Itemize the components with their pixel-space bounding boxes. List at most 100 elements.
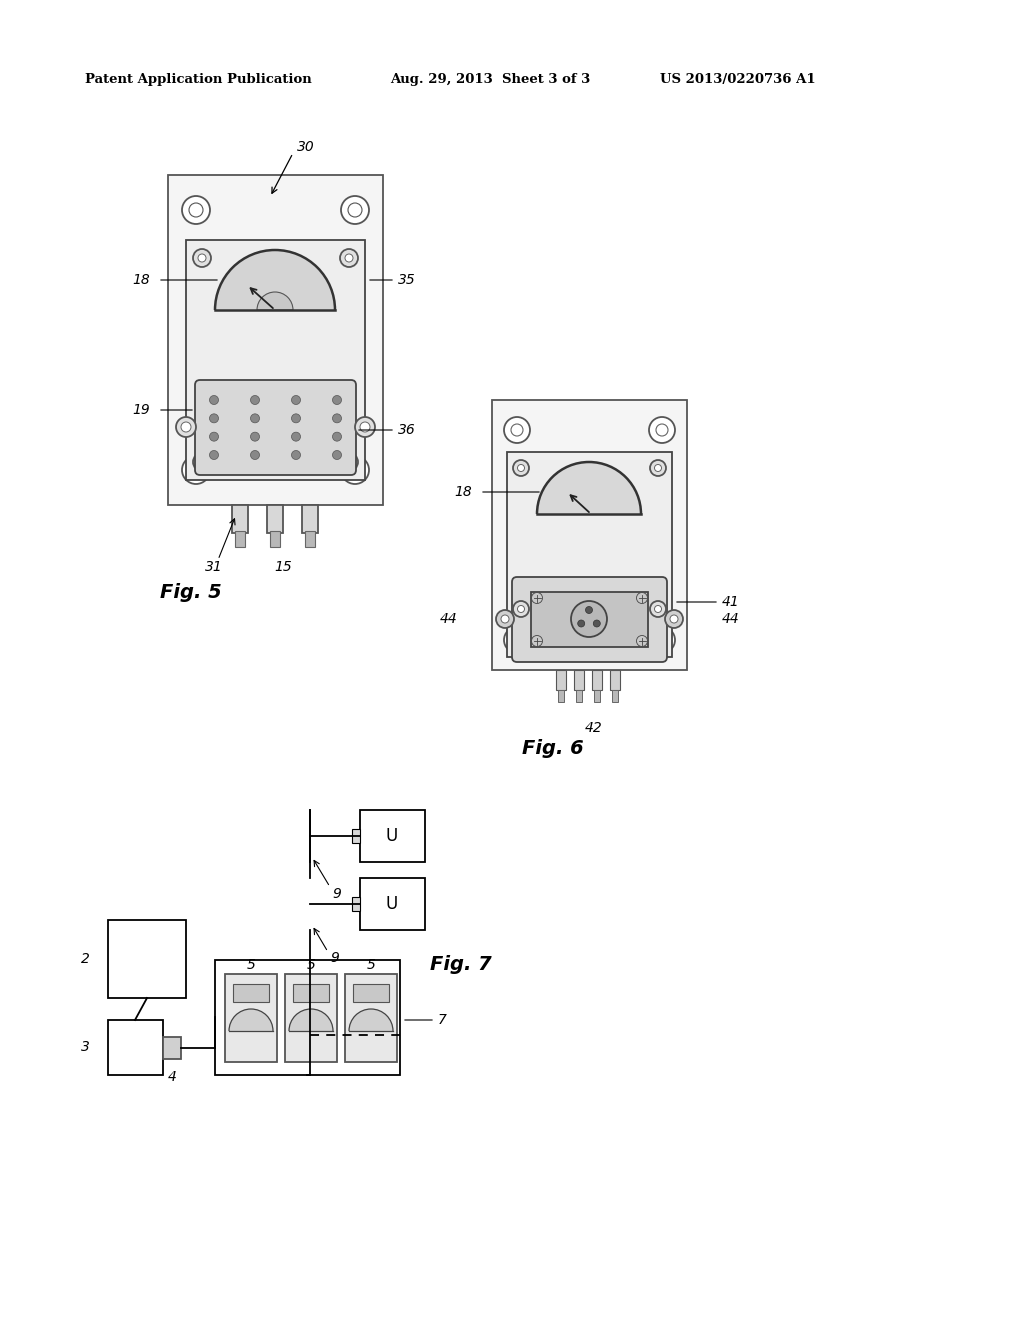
Bar: [305, 531, 315, 546]
Bar: [163, 1038, 181, 1059]
Bar: [360, 810, 425, 862]
Circle shape: [578, 620, 585, 627]
Bar: [186, 240, 365, 480]
Circle shape: [649, 417, 675, 444]
Text: 30: 30: [297, 140, 314, 154]
Circle shape: [182, 195, 210, 224]
Circle shape: [593, 620, 600, 627]
Circle shape: [198, 458, 206, 466]
Circle shape: [189, 203, 203, 216]
Circle shape: [496, 610, 514, 628]
Circle shape: [517, 465, 524, 471]
Circle shape: [650, 601, 666, 616]
Wedge shape: [537, 462, 641, 513]
Circle shape: [251, 396, 259, 404]
Bar: [345, 974, 397, 1063]
FancyBboxPatch shape: [512, 577, 667, 663]
Circle shape: [517, 638, 524, 644]
Circle shape: [513, 634, 529, 649]
Circle shape: [531, 635, 543, 647]
Bar: [531, 591, 648, 647]
Circle shape: [210, 432, 218, 441]
Circle shape: [511, 424, 523, 436]
Bar: [233, 983, 269, 1002]
Bar: [108, 1020, 163, 1074]
Circle shape: [333, 432, 341, 441]
Circle shape: [345, 253, 353, 261]
Bar: [168, 176, 383, 506]
Text: 19: 19: [132, 403, 150, 417]
Bar: [558, 690, 564, 702]
Wedge shape: [215, 249, 335, 310]
Circle shape: [571, 601, 607, 638]
Circle shape: [340, 453, 358, 471]
Bar: [612, 690, 618, 702]
Circle shape: [656, 424, 668, 436]
Circle shape: [517, 606, 524, 612]
Circle shape: [193, 249, 211, 267]
Bar: [592, 671, 602, 690]
Circle shape: [670, 615, 678, 623]
Bar: [594, 690, 600, 702]
Circle shape: [586, 606, 593, 614]
Bar: [215, 960, 400, 1074]
Text: 2: 2: [81, 952, 90, 966]
Circle shape: [333, 450, 341, 459]
Circle shape: [176, 417, 196, 437]
Bar: [234, 531, 245, 546]
Bar: [353, 983, 389, 1002]
Text: US 2013/0220736 A1: US 2013/0220736 A1: [660, 74, 816, 87]
Bar: [293, 983, 329, 1002]
Text: 18: 18: [455, 484, 472, 499]
Text: Aug. 29, 2013  Sheet 3 of 3: Aug. 29, 2013 Sheet 3 of 3: [390, 74, 590, 87]
Circle shape: [654, 606, 662, 612]
Circle shape: [292, 432, 300, 441]
Circle shape: [513, 459, 529, 477]
Text: 9: 9: [332, 887, 341, 902]
Text: 35: 35: [398, 273, 416, 286]
Circle shape: [292, 450, 300, 459]
Bar: [225, 974, 278, 1063]
Text: 9: 9: [330, 950, 339, 965]
Circle shape: [348, 463, 362, 477]
Text: U: U: [386, 828, 398, 845]
Bar: [575, 690, 582, 702]
Circle shape: [198, 253, 206, 261]
Text: 42: 42: [585, 721, 603, 735]
Circle shape: [340, 249, 358, 267]
Text: 3: 3: [81, 1040, 90, 1053]
Circle shape: [333, 396, 341, 404]
Circle shape: [182, 455, 210, 484]
Text: 7: 7: [438, 1012, 446, 1027]
Circle shape: [189, 463, 203, 477]
Wedge shape: [349, 1008, 393, 1031]
Text: 4: 4: [168, 1071, 176, 1084]
Circle shape: [637, 635, 647, 647]
Text: 44: 44: [722, 612, 739, 626]
Text: 5: 5: [247, 958, 255, 972]
Text: 31: 31: [205, 560, 223, 574]
Bar: [610, 671, 620, 690]
Bar: [492, 400, 687, 671]
Circle shape: [654, 638, 662, 644]
Circle shape: [251, 450, 259, 459]
Circle shape: [210, 450, 218, 459]
Circle shape: [210, 396, 218, 404]
Circle shape: [650, 634, 666, 649]
Bar: [232, 506, 248, 533]
Bar: [267, 506, 283, 533]
Text: 36: 36: [398, 422, 416, 437]
Circle shape: [501, 615, 509, 623]
Circle shape: [181, 422, 191, 432]
Circle shape: [654, 465, 662, 471]
Circle shape: [650, 459, 666, 477]
Circle shape: [292, 414, 300, 422]
Text: Fig. 6: Fig. 6: [522, 738, 584, 758]
Bar: [360, 878, 425, 931]
Bar: [270, 531, 280, 546]
Bar: [285, 974, 337, 1063]
Circle shape: [348, 203, 362, 216]
Bar: [507, 451, 672, 657]
Circle shape: [511, 634, 523, 645]
Bar: [574, 671, 584, 690]
